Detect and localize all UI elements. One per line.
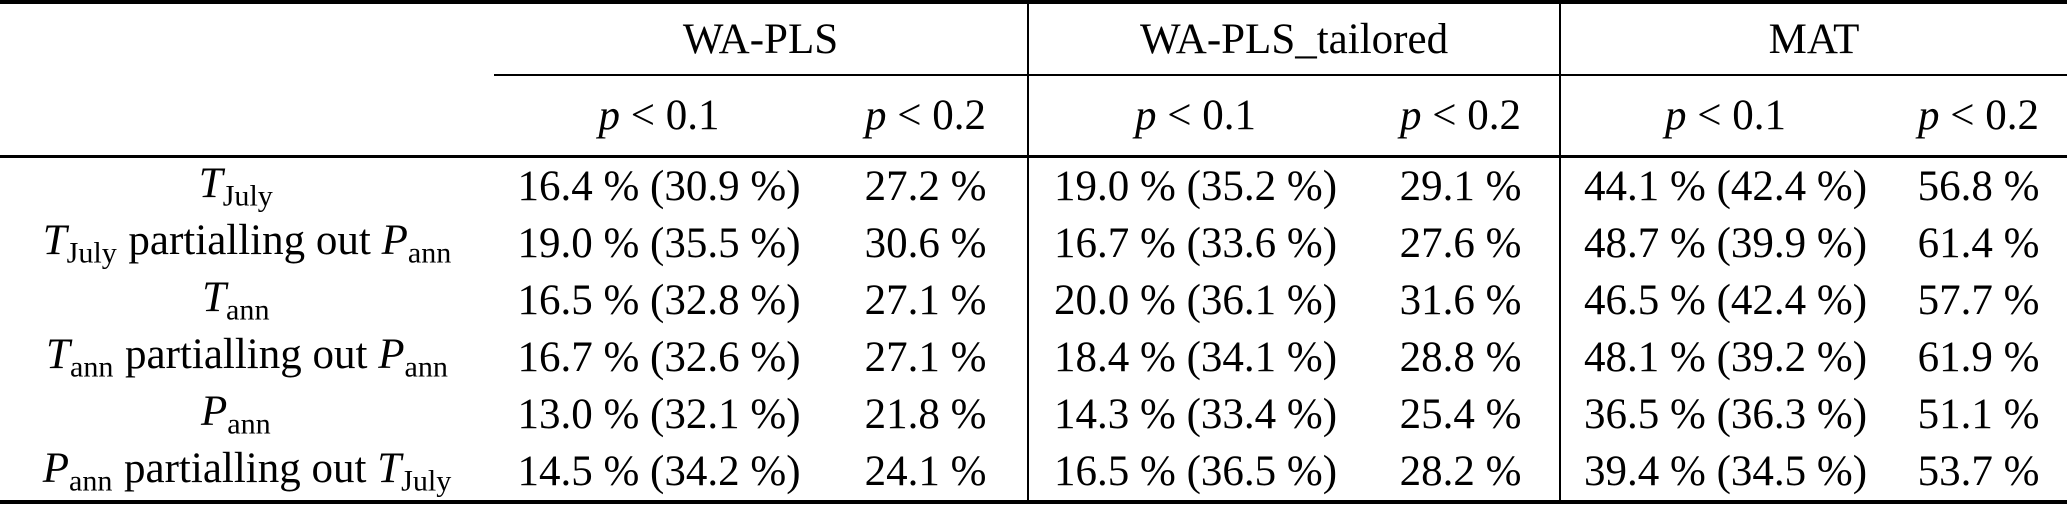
- p-header-mat-02: p < 0.2: [1890, 75, 2067, 158]
- value-cell: 16.5 % (32.8 %): [517, 277, 801, 324]
- value-cell: 19.0 % (35.5 %): [517, 220, 801, 267]
- p-threshold: < 0.1: [1167, 92, 1257, 139]
- row-label-mid: partialling out: [125, 331, 368, 379]
- p-symbol: p: [865, 92, 887, 139]
- value-cell: 48.7 % (39.9 %): [1584, 220, 1868, 267]
- value-cell: 44.1 % (42.4 %): [1584, 163, 1868, 210]
- value-cell: 24.1 %: [824, 443, 1030, 502]
- value-cell: 27.2 %: [824, 156, 1030, 215]
- value-cell: 48.1 % (39.2 %): [1584, 334, 1868, 381]
- row-label: Pann: [0, 386, 494, 443]
- row-label-sub1: July: [66, 235, 117, 270]
- table-row: TJuly 16.4 % (30.9 %) 27.2 % 19.0 % (35.…: [0, 156, 2067, 216]
- row-label-var2: T: [377, 445, 402, 493]
- row-label: Tann partialling out Pann: [0, 329, 494, 386]
- row-label-sub2: ann: [407, 235, 452, 270]
- group-header-mat: MAT: [1560, 2, 2067, 76]
- group-header-wa-pls-tailored: WA-PLS_tailored: [1028, 2, 1562, 76]
- row-label-var2: P: [381, 217, 408, 265]
- value-cell: 13.0 % (32.1 %): [517, 391, 801, 438]
- value-cell: 53.7 %: [1917, 448, 2040, 495]
- value-cell: 51.1 %: [1917, 391, 2040, 438]
- row-label: Pann partialling out TJuly: [0, 443, 494, 502]
- p-threshold: < 0.2: [897, 92, 987, 139]
- value-cell: 61.4 %: [1917, 220, 2040, 267]
- row-label-sub1: ann: [68, 463, 113, 498]
- value-cell: 16.7 % (32.6 %): [517, 334, 801, 381]
- p-threshold: < 0.2: [1950, 92, 2040, 139]
- row-label-sub2: ann: [404, 349, 448, 384]
- value-cell: 30.6 %: [824, 215, 1030, 272]
- p-threshold: < 0.1: [1697, 92, 1787, 139]
- row-label-mid: partialling out: [128, 217, 371, 265]
- p-header-mat-01: p < 0.1: [1560, 75, 1891, 158]
- row-label-sub1: ann: [226, 292, 270, 327]
- row-label: Tann: [0, 272, 494, 329]
- p-threshold: < 0.1: [630, 92, 720, 139]
- p-header-tailored-02: p < 0.2: [1362, 75, 1562, 158]
- value-cell: 18.4 % (34.1 %): [1054, 334, 1338, 381]
- value-cell: 36.5 % (36.3 %): [1584, 391, 1868, 438]
- p-symbol: p: [1918, 92, 1940, 139]
- row-label-var1: T: [202, 274, 227, 322]
- value-cell: 27.6 %: [1362, 215, 1562, 272]
- method-group-header-row: WA-PLS WA-PLS_tailored MAT: [0, 2, 2067, 76]
- value-cell: 25.4 %: [1362, 386, 1562, 443]
- value-cell: 27.1 %: [824, 272, 1030, 329]
- value-cell: 20.0 % (36.1 %): [1054, 277, 1338, 324]
- p-symbol: p: [1665, 92, 1687, 139]
- row-label-var1: T: [46, 331, 70, 379]
- table-row: Tann partialling out Pann 16.7 % (32.6 %) …: [0, 329, 2067, 386]
- p-symbol: p: [1135, 92, 1157, 139]
- value-cell: 28.8 %: [1362, 329, 1562, 386]
- p-header-wa-pls-01: p < 0.1: [494, 75, 824, 158]
- value-cell: 31.6 %: [1362, 272, 1562, 329]
- p-symbol: p: [1400, 92, 1422, 139]
- value-cell: 19.0 % (35.2 %): [1054, 163, 1338, 210]
- table-row: Pann partialling out TJuly 14.5 % (34.2 %)…: [0, 443, 2067, 502]
- row-label-var1: T: [198, 160, 223, 208]
- table-row: Pann 13.0 % (32.1 %) 21.8 % 14.3 % (33.4…: [0, 386, 2067, 443]
- row-label-sub1: ann: [227, 406, 271, 441]
- value-cell: 28.2 %: [1362, 443, 1562, 502]
- table-row: Tann 16.5 % (32.8 %) 27.1 % 20.0 % (36.1…: [0, 272, 2067, 329]
- value-cell: 14.3 % (33.4 %): [1054, 391, 1338, 438]
- p-threshold: < 0.2: [1432, 92, 1522, 139]
- row-label-var1: P: [42, 445, 69, 493]
- value-cell: 21.8 %: [824, 386, 1030, 443]
- value-cell: 16.4 % (30.9 %): [517, 163, 801, 210]
- value-cell: 57.7 %: [1917, 277, 2040, 324]
- value-cell: 56.8 %: [1917, 163, 2040, 210]
- row-label-sub2: July: [401, 463, 452, 498]
- value-cell: 29.1 %: [1362, 156, 1562, 215]
- row-label-var2: P: [378, 331, 405, 379]
- row-label-var1: T: [42, 217, 67, 265]
- value-cell: 39.4 % (34.5 %): [1584, 448, 1868, 495]
- row-label: TJuly: [0, 157, 494, 216]
- row-label-mid: partialling out: [124, 445, 367, 493]
- row-label-sub1: July: [222, 178, 273, 213]
- p-header-tailored-01: p < 0.1: [1028, 75, 1363, 158]
- empty-label-header-cell: [0, 75, 494, 158]
- value-cell: 61.9 %: [1917, 334, 2040, 381]
- p-header-wa-pls-02: p < 0.2: [824, 75, 1030, 158]
- value-cell: 14.5 % (34.2 %): [517, 448, 801, 495]
- table-row: TJuly partialling out Pann 19.0 % (35.5 %)…: [0, 215, 2067, 272]
- p-threshold-header-row: p < 0.1 p < 0.2 p < 0.1 p < 0.2 p < 0.1 p < 0.…: [0, 75, 2067, 158]
- p-symbol: p: [598, 92, 620, 139]
- group-header-wa-pls: WA-PLS: [494, 2, 1030, 76]
- value-cell: 16.5 % (36.5 %): [1054, 448, 1338, 495]
- empty-corner-cell: [0, 2, 494, 75]
- row-label-sub1: ann: [69, 349, 114, 384]
- value-cell: 27.1 %: [824, 329, 1030, 386]
- value-cell: 16.7 % (33.6 %): [1054, 220, 1338, 267]
- row-label-var1: P: [200, 388, 228, 436]
- row-label: TJuly partialling out Pann: [0, 215, 494, 272]
- value-cell: 46.5 % (42.4 %): [1584, 277, 1868, 324]
